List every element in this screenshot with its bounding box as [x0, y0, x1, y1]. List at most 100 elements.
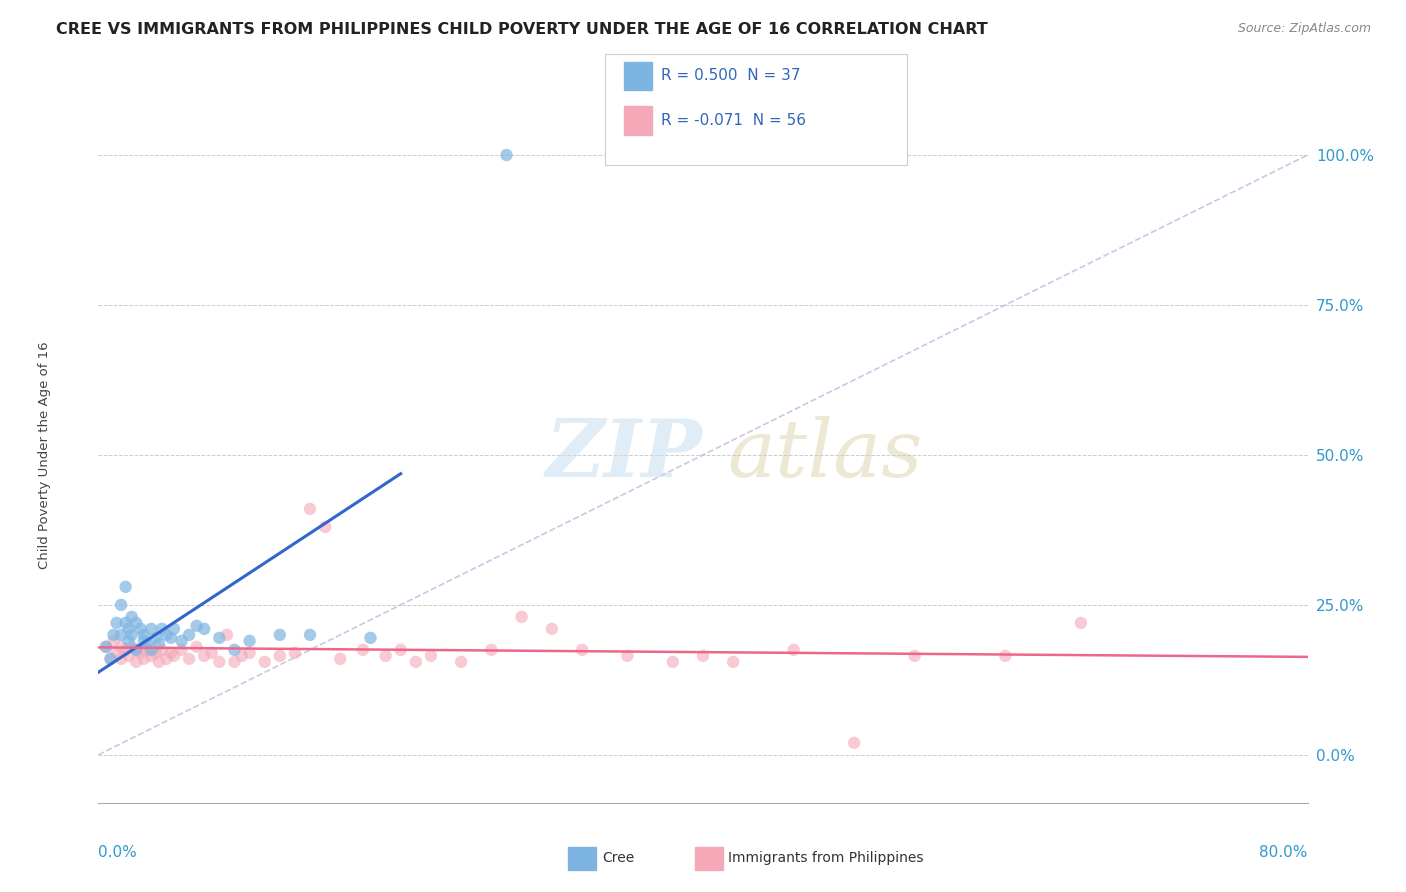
Point — [239, 646, 262, 660]
Point — [389, 643, 412, 657]
Point — [208, 655, 231, 669]
Point — [129, 646, 152, 660]
Text: R = 0.500  N = 37: R = 0.500 N = 37 — [661, 69, 800, 83]
Point — [110, 628, 132, 642]
Point — [208, 631, 231, 645]
Point — [155, 628, 177, 642]
Point — [141, 643, 163, 657]
Point — [1070, 615, 1092, 630]
Point — [121, 640, 143, 654]
Point — [118, 648, 141, 663]
Point — [253, 655, 276, 669]
Point — [540, 622, 562, 636]
Point — [105, 615, 128, 630]
Point — [186, 619, 208, 633]
Point — [994, 648, 1017, 663]
Point — [405, 655, 427, 669]
Point — [163, 622, 186, 636]
Point — [94, 640, 117, 654]
Point — [114, 580, 136, 594]
Point — [179, 628, 201, 642]
Point — [105, 646, 128, 660]
Point — [186, 640, 208, 654]
Point — [420, 648, 443, 663]
Point — [100, 652, 122, 666]
Point — [135, 643, 157, 657]
Point — [170, 643, 193, 657]
Point — [110, 652, 132, 666]
Point — [148, 637, 170, 651]
Point — [132, 652, 155, 666]
Point — [170, 633, 193, 648]
Text: R = -0.071  N = 56: R = -0.071 N = 56 — [661, 113, 806, 128]
Point — [125, 643, 148, 657]
Point — [114, 643, 136, 657]
Text: 80.0%: 80.0% — [1260, 845, 1308, 860]
Point — [224, 643, 246, 657]
Point — [118, 633, 141, 648]
Point — [145, 646, 167, 660]
Point — [132, 628, 155, 642]
Point — [201, 646, 224, 660]
Point — [141, 648, 163, 663]
Point — [179, 652, 201, 666]
Point — [141, 622, 163, 636]
Point — [352, 643, 374, 657]
Point — [148, 655, 170, 669]
Point — [314, 520, 336, 534]
Point — [571, 643, 593, 657]
Point — [329, 652, 352, 666]
Point — [94, 640, 117, 654]
Point — [129, 622, 152, 636]
Point — [692, 648, 714, 663]
Text: ZIP: ZIP — [546, 417, 703, 493]
Text: Immigrants from Philippines: Immigrants from Philippines — [728, 851, 924, 865]
Point — [481, 643, 503, 657]
Point — [125, 643, 148, 657]
Point — [110, 640, 132, 654]
Point — [269, 648, 291, 663]
Point — [231, 648, 253, 663]
Point — [783, 643, 806, 657]
Point — [110, 598, 132, 612]
Point — [450, 655, 472, 669]
Text: Source: ZipAtlas.com: Source: ZipAtlas.com — [1237, 22, 1371, 36]
Point — [299, 502, 322, 516]
Point — [193, 622, 215, 636]
Point — [135, 637, 157, 651]
Point — [103, 628, 125, 642]
Point — [284, 646, 307, 660]
Point — [904, 648, 927, 663]
Point — [125, 655, 148, 669]
Point — [616, 648, 638, 663]
Point — [145, 631, 167, 645]
Point — [510, 610, 533, 624]
Point — [103, 633, 125, 648]
Point — [374, 648, 396, 663]
Point — [224, 655, 246, 669]
Point — [269, 628, 291, 642]
Text: Child Poverty Under the Age of 16: Child Poverty Under the Age of 16 — [38, 341, 51, 569]
Text: atlas: atlas — [727, 417, 922, 493]
Point — [239, 633, 262, 648]
Point — [121, 628, 143, 642]
Point — [160, 646, 183, 660]
Point — [100, 652, 122, 666]
Point — [150, 622, 173, 636]
Point — [150, 643, 173, 657]
Point — [125, 615, 148, 630]
Point — [360, 631, 382, 645]
Point — [118, 622, 141, 636]
Point — [844, 736, 866, 750]
Point — [299, 628, 322, 642]
Point — [114, 615, 136, 630]
Text: CREE VS IMMIGRANTS FROM PHILIPPINES CHILD POVERTY UNDER THE AGE OF 16 CORRELATIO: CREE VS IMMIGRANTS FROM PHILIPPINES CHIL… — [56, 22, 988, 37]
Text: Cree: Cree — [602, 851, 634, 865]
Text: 0.0%: 0.0% — [98, 845, 138, 860]
Point — [662, 655, 685, 669]
Point — [215, 628, 238, 642]
Point — [160, 631, 183, 645]
Point — [193, 648, 215, 663]
Point — [495, 148, 517, 162]
Point — [132, 633, 155, 648]
